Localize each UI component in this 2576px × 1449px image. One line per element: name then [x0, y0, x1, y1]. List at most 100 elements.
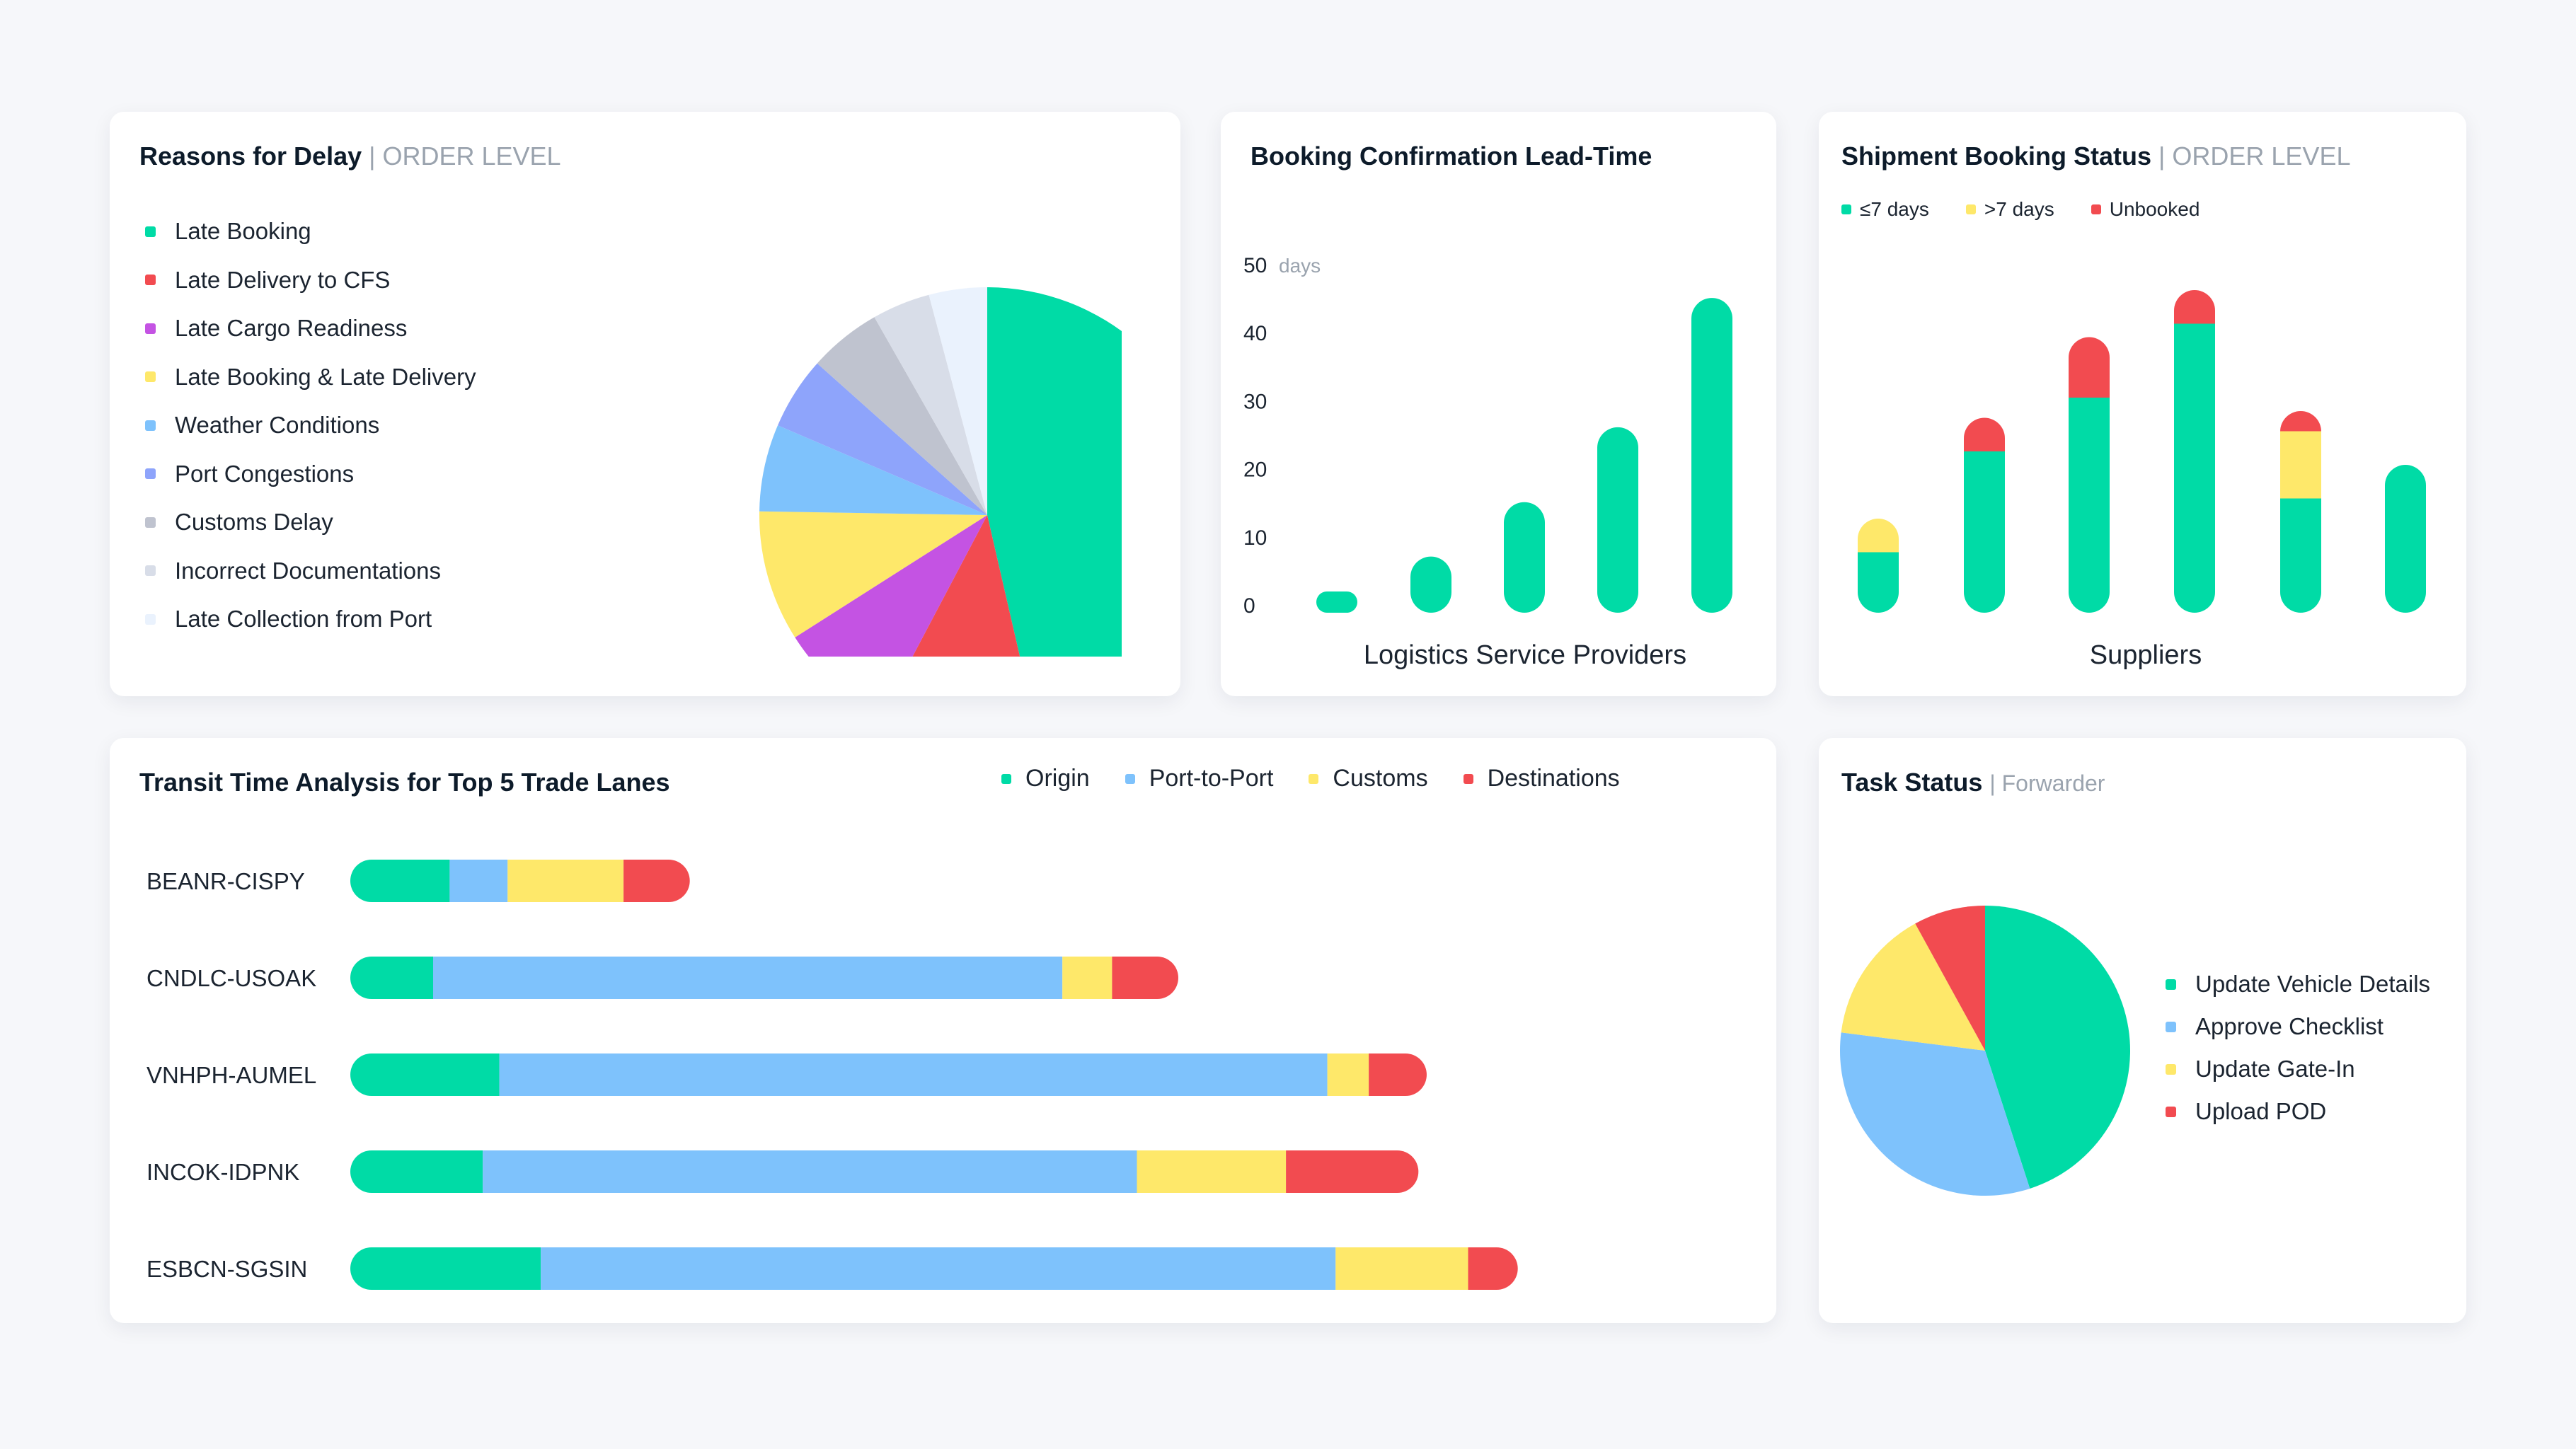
- transit-bar-segment-origin: [350, 1247, 541, 1290]
- transit-legend: Origin Port-to-Port Customs Destinations: [1001, 765, 1620, 792]
- lead-bar: [1597, 427, 1638, 613]
- lead-time-card: Booking Confirmation Lead-Time 0 10 20 30 40…: [1221, 112, 1776, 696]
- delay-legend-item: Weather Conditions: [145, 401, 476, 450]
- delay-legend-label: Customs Delay: [175, 509, 333, 536]
- transit-bar-segment-customs: [1327, 1053, 1369, 1096]
- task-legend-item: Approve Checklist: [2166, 1005, 2430, 1048]
- delay-slice-late-cargo-readiness: [795, 515, 987, 657]
- task-slice-approve-checklist: [1840, 1032, 2030, 1196]
- transit-time-card: Transit Time Analysis for Top 5 Trade La…: [110, 738, 1776, 1323]
- transit-bar-segment-destinations: [1286, 1150, 1419, 1193]
- transit-bar-segment-port-to-port: [499, 1053, 1328, 1096]
- lead-y-tick-label: 40: [1243, 322, 1267, 345]
- transit-bar-segment-port-to-port: [483, 1150, 1137, 1193]
- transit-lane-label: CNDLC-USOAK: [146, 965, 316, 991]
- transit-bar-segment-origin: [350, 1053, 500, 1096]
- booking-title-sub: | ORDER LEVEL: [2158, 142, 2351, 171]
- delay-slice-late-booking-late-delivery: [759, 511, 987, 637]
- delay-title-sub: | ORDER LEVEL: [369, 142, 561, 171]
- lead-y-tick-label: 20: [1243, 458, 1267, 482]
- booking-bar-segment-7-days: [2069, 398, 2110, 613]
- transit-stacked-bar-chart: BEANR-CISPY CNDLC-USOAK VNHPH-AUMEL INCOK-I…: [146, 860, 1518, 1290]
- delay-legend-item: Late Collection from Port: [145, 595, 476, 644]
- booking-bar-segment-7-days: [2280, 498, 2321, 613]
- booking-legend-swatch: [1965, 204, 1976, 214]
- delay-legend-label: Incorrect Documentations: [175, 557, 442, 584]
- transit-title: Transit Time Analysis for Top 5 Trade La…: [139, 768, 670, 797]
- transit-bar-segment-origin: [350, 1150, 483, 1193]
- booking-legend-label: Unbooked: [2109, 198, 2200, 220]
- delay-legend-swatch: [145, 275, 156, 286]
- delay-slice-weather-conditions: [759, 425, 987, 515]
- transit-legend-label: Destinations: [1487, 765, 1620, 792]
- delay-legend-label: Late Booking: [175, 218, 311, 245]
- task-legend-swatch: [2166, 978, 2176, 990]
- delay-legend-label: Weather Conditions: [175, 412, 380, 439]
- transit-bar-segment-origin: [350, 860, 450, 902]
- booking-bar-segment-unbooked: [2069, 337, 2110, 398]
- lead-bar: [1504, 502, 1545, 613]
- booking-legend-label: ≤7 days: [1860, 198, 1929, 220]
- task-legend-swatch: [2166, 1106, 2176, 1117]
- booking-legend-item: ≤7 days: [1841, 198, 1929, 221]
- task-title-main: Task Status: [1841, 768, 1983, 797]
- delay-legend-swatch: [145, 420, 156, 431]
- task-status-card: Task Status | Forwarder Update Vehicle D…: [1819, 738, 2466, 1323]
- transit-legend-item: Port-to-Port: [1125, 765, 1274, 792]
- task-legend-swatch: [2166, 1021, 2176, 1032]
- transit-bar-segment-destinations: [1369, 1053, 1427, 1096]
- lead-bar: [1691, 298, 1732, 613]
- lead-x-axis-label: Logistics Service Providers: [1364, 640, 1686, 670]
- transit-bar-segment-customs: [507, 860, 624, 902]
- transit-lane-label: INCOK-IDPNK: [146, 1159, 299, 1185]
- lead-bar: [1316, 591, 1357, 613]
- transit-legend-swatch: [1001, 773, 1011, 784]
- delay-slice-late-delivery-to-cfs: [912, 515, 1020, 657]
- task-slice-update-gate-in: [1841, 923, 1985, 1051]
- transit-bar-segment-customs: [1335, 1247, 1468, 1290]
- booking-legend-swatch: [2091, 204, 2101, 214]
- delay-slice-late-collection-from-port: [928, 287, 987, 515]
- delay-legend-swatch: [145, 371, 156, 383]
- booking-legend: ≤7 days >7 days Unbooked: [1841, 198, 2200, 221]
- delay-legend-swatch: [145, 323, 156, 334]
- booking-bar-segment-7-days: [1858, 552, 1899, 613]
- task-legend-label: Update Gate-In: [2195, 1056, 2355, 1082]
- transit-bar-segment-port-to-port: [433, 957, 1063, 999]
- transit-bar-segment-customs: [1062, 957, 1112, 999]
- task-slice-upload-pod: [1915, 906, 1985, 1051]
- delay-title-main: Reasons for Delay: [139, 142, 362, 171]
- task-legend-label: Upload POD: [2195, 1098, 2327, 1124]
- booking-legend-item: >7 days: [1965, 198, 2054, 221]
- delay-slice-customs-delay: [817, 317, 987, 515]
- task-legend: Update Vehicle Details Approve Checklist U…: [2166, 963, 2430, 1133]
- lead-y-tick-label: 30: [1243, 390, 1267, 413]
- delay-legend-swatch: [145, 565, 156, 577]
- transit-lane-label: BEANR-CISPY: [146, 868, 305, 894]
- lead-y-tick-label: 50: [1243, 254, 1267, 277]
- delay-legend-item: Late Booking: [145, 207, 476, 256]
- task-pie-chart: [1840, 906, 2130, 1196]
- transit-legend-item: Customs: [1309, 765, 1428, 792]
- task-legend-item: Update Vehicle Details: [2166, 963, 2430, 1005]
- lead-y-tick-label: 10: [1243, 526, 1267, 550]
- delay-title: Reasons for Delay | ORDER LEVEL: [139, 142, 561, 171]
- transit-legend-label: Port-to-Port: [1149, 765, 1274, 792]
- task-legend-item: Update Gate-In: [2166, 1048, 2430, 1090]
- lead-y-tick-label: 0: [1243, 594, 1255, 618]
- booking-bar-segment-7-days: [2280, 431, 2321, 499]
- delay-pie-chart: [759, 287, 1122, 657]
- delay-legend-item: Customs Delay: [145, 498, 476, 547]
- transit-legend-label: Customs: [1333, 765, 1428, 792]
- booking-bar-segment-unbooked: [1964, 417, 2005, 451]
- lead-time-title: Booking Confirmation Lead-Time: [1250, 142, 1652, 171]
- transit-bar-segment-destinations: [1468, 1247, 1518, 1290]
- booking-title-main: Shipment Booking Status: [1841, 142, 2152, 171]
- delay-slice-port-congestions: [778, 363, 987, 515]
- task-legend-label: Approve Checklist: [2195, 1013, 2384, 1039]
- delay-legend-item: Incorrect Documentations: [145, 547, 476, 596]
- transit-bar-segment-origin: [350, 957, 433, 999]
- transit-legend-item: Destinations: [1463, 765, 1620, 792]
- delay-legend: Late Booking Late Delivery to CFS Late Car…: [145, 207, 476, 644]
- booking-bar-segment-7-days: [1964, 451, 2005, 613]
